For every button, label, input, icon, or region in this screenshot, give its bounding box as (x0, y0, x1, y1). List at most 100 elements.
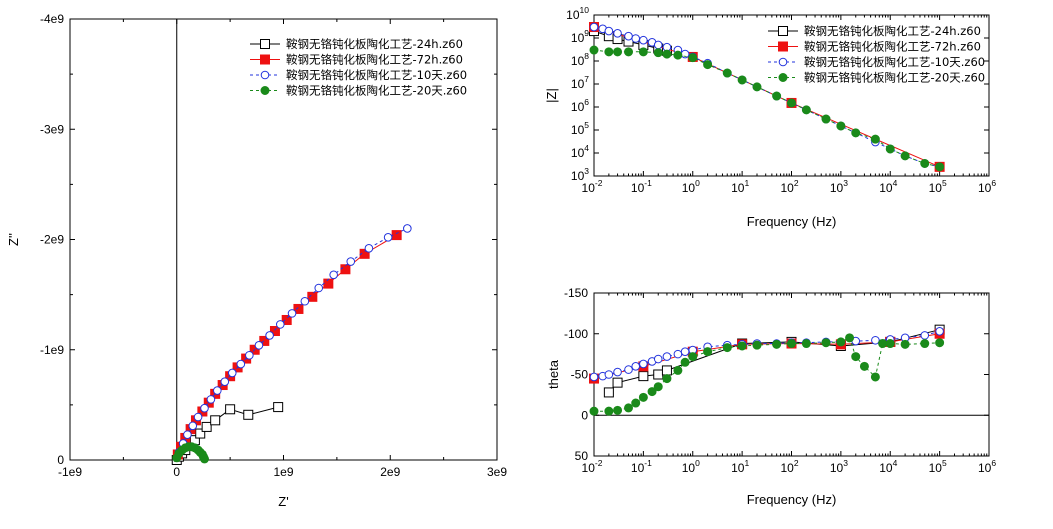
legend-label: 鞍钢无铬钝化板陶化工艺-10天.z60 (804, 55, 985, 69)
x-tick-label: 10-1 (631, 178, 652, 195)
data-point (653, 369, 664, 380)
y-tick-label: 105 (571, 120, 589, 137)
data-point (821, 338, 831, 348)
data-point (300, 296, 310, 306)
data-point (624, 403, 634, 413)
data-point (364, 244, 374, 253)
x-tick-label: 104 (879, 178, 897, 195)
data-point (900, 339, 910, 349)
data-point (752, 340, 762, 350)
data-point (604, 47, 614, 57)
legend-marker (260, 70, 270, 80)
x-tick-label: 1e9 (273, 465, 293, 479)
data-point (188, 421, 198, 431)
y-tick-label: -50 (571, 368, 589, 382)
x-tick-label: 10-1 (631, 458, 652, 475)
series-line (594, 337, 940, 412)
bode-magnitude-chart: 10-2 10-1 100 101 102 103 104 105 106 103 104 105 10… (544, 5, 996, 229)
data-point (653, 382, 663, 392)
data-point (227, 368, 237, 378)
data-point (688, 53, 698, 63)
y-tick-label: 1010 (566, 5, 589, 22)
x-tick-label: 102 (780, 458, 798, 475)
data-point (851, 128, 861, 138)
data-point (624, 365, 633, 374)
x-tick-label: -1e9 (58, 465, 82, 479)
data-point (612, 377, 623, 388)
data-point (624, 31, 633, 41)
data-point (589, 22, 599, 32)
data-point (259, 335, 270, 346)
data-point (661, 365, 672, 376)
y-tick-label: -3e9 (40, 122, 64, 136)
legend-marker (260, 54, 270, 65)
data-point (589, 372, 599, 382)
data-point (269, 326, 280, 337)
data-point (200, 454, 210, 464)
data-point (589, 406, 599, 416)
data-point (638, 371, 649, 382)
data-point (403, 224, 412, 233)
x-tick-label: 100 (682, 458, 700, 475)
series-line (593, 330, 940, 378)
data-point (885, 144, 895, 154)
legend-label: 鞍钢无铬钝化板陶化工艺-20天.z60 (286, 84, 467, 98)
bode-phase-chart: 10-2 10-1 100 101 102 103 104 105 106 -150 -100 -50… (546, 286, 996, 507)
x-tick-label: 105 (929, 178, 947, 195)
data-point (662, 49, 672, 59)
legend-marker (260, 39, 270, 49)
data-point (281, 314, 292, 325)
y-tick-label: 108 (571, 51, 589, 68)
data-point (236, 359, 246, 369)
data-point (631, 398, 641, 408)
x-tick-label: 103 (830, 178, 848, 195)
data-point (639, 35, 648, 45)
data-point (772, 339, 782, 349)
data-point (213, 386, 222, 395)
x-tick-label: 101 (731, 178, 749, 195)
data-point (323, 278, 334, 289)
x-tick-label: 100 (682, 178, 700, 195)
data-point (243, 409, 254, 420)
data-point (836, 121, 846, 131)
x-tick-label: 10-2 (582, 458, 603, 475)
data-point (613, 29, 622, 38)
data-point (680, 357, 690, 367)
data-point (935, 338, 945, 348)
legend-marker (778, 26, 788, 36)
x-tick-label: 104 (879, 458, 897, 475)
data-point (871, 335, 880, 345)
legend: 鞍钢无铬钝化板陶化工艺-24h.z60鞍钢无铬钝化板陶化工艺-72h.z60鞍钢… (250, 37, 467, 98)
data-point (245, 350, 254, 360)
data-point (293, 303, 304, 314)
y-tick-label: -4e9 (40, 12, 64, 26)
data-point (662, 352, 672, 361)
legend-marker (260, 86, 270, 95)
data-point (673, 365, 683, 375)
y-tick-label: 103 (571, 166, 589, 183)
data-point (220, 377, 230, 387)
x-tick-label: 2e9 (380, 465, 400, 479)
data-point (359, 248, 370, 259)
data-point (638, 392, 648, 402)
data-point (346, 257, 356, 266)
y-axis-title: |Z| (544, 88, 559, 103)
series-line (593, 26, 940, 168)
data-point (680, 347, 690, 356)
data-point (920, 158, 930, 168)
y-tick-label: 50 (575, 449, 589, 463)
series-line (608, 329, 940, 393)
data-point (703, 347, 713, 357)
y-axis-title: theta (546, 359, 561, 389)
data-point (631, 362, 641, 371)
data-point (314, 283, 324, 293)
data-point (737, 75, 747, 85)
y-tick-label: 0 (581, 408, 588, 422)
legend-marker (778, 41, 788, 52)
data-point (624, 47, 634, 57)
x-tick-label: 102 (780, 178, 798, 195)
data-point (638, 47, 648, 57)
x-tick-label: 0 (173, 465, 180, 479)
data-point (329, 270, 338, 280)
data-point (722, 343, 732, 353)
